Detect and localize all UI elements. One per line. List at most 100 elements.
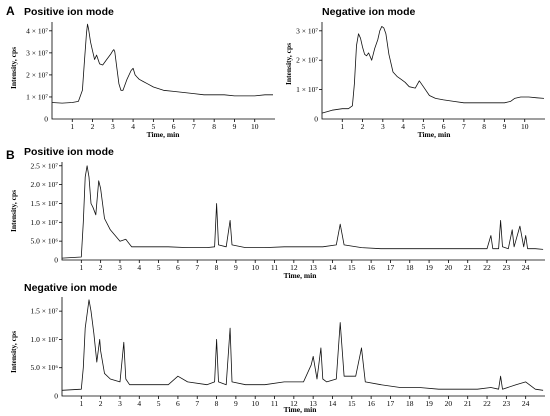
axis-frame [61, 162, 545, 261]
y-tick-label: 2 × 10⁷ [26, 70, 48, 79]
tick-group: 1 2 3 4 5 6 7 8 9 10 0 1 × 10⁷ 2 × 10⁷ 3 × 10⁷ 4 × 10⁷ [26, 26, 259, 131]
x-tick-label: 1 [79, 263, 83, 272]
x-tick-label: 19 [425, 263, 433, 272]
x-tick-label: 3 [118, 263, 122, 272]
y-tick-label: 2.0 × 10⁷ [31, 180, 59, 189]
x-axis-label: Time, min [284, 405, 318, 414]
x-tick-label: 20 [445, 263, 453, 272]
x-tick-label: 5 [157, 263, 161, 272]
x-tick-label: 12 [290, 399, 298, 408]
x-tick-label: 10 [251, 263, 259, 272]
x-tick-label: 10 [521, 122, 529, 131]
x-tick-label: 21 [464, 263, 472, 272]
y-tick-label: 1 × 10⁷ [296, 85, 318, 94]
y-tick-label: 4 × 10⁷ [26, 26, 48, 35]
x-tick-label: 17 [387, 399, 395, 408]
data-trace [321, 26, 545, 114]
x-tick-label: 7 [462, 122, 466, 131]
x-axis-label: Time, min [147, 130, 181, 139]
x-tick-label: 5 [157, 399, 161, 408]
axis-frame [321, 22, 545, 120]
y-tick-label: 2.5 × 10⁷ [31, 161, 59, 170]
x-tick-label: 18 [406, 263, 414, 272]
x-tick-label: 3 [118, 399, 122, 408]
x-tick-label: 16 [367, 399, 375, 408]
x-tick-label: 15 [348, 263, 356, 272]
axis-frame [61, 297, 545, 397]
x-tick-label: 1 [70, 122, 74, 131]
x-tick-label: 6 [172, 122, 176, 131]
x-tick-label: 4 [137, 399, 141, 408]
y-tick-label: 0 [44, 115, 48, 124]
x-tick-label: 6 [442, 122, 446, 131]
x-tick-label: 14 [329, 263, 337, 272]
x-tick-label: 21 [464, 399, 472, 408]
y-tick-label: 1.5 × 10⁷ [31, 307, 59, 316]
y-axis-label: Intensity, cps [9, 331, 18, 373]
x-tick-label: 5 [421, 122, 425, 131]
x-tick-label: 10 [251, 122, 259, 131]
x-tick-label: 22 [483, 263, 491, 272]
y-tick-label: 5.0 × 10⁶ [31, 237, 59, 246]
x-tick-label: 8 [215, 263, 219, 272]
x-tick-label: 7 [192, 122, 196, 131]
y-tick-label: 3 × 10⁷ [296, 26, 318, 35]
x-tick-label: 1 [79, 399, 83, 408]
x-tick-label: 13 [309, 399, 317, 408]
x-tick-label: 8 [482, 122, 486, 131]
x-tick-label: 24 [522, 399, 530, 408]
x-tick-label: 23 [503, 399, 511, 408]
x-tick-label: 12 [290, 263, 298, 272]
x-tick-label: 2 [99, 263, 103, 272]
x-tick-label: 7 [195, 399, 199, 408]
x-tick-label: 9 [234, 263, 238, 272]
x-tick-label: 5 [151, 122, 155, 131]
chart-title: Negative ion mode [24, 282, 118, 294]
x-tick-label: 3 [111, 122, 115, 131]
x-tick-label: 9 [234, 399, 238, 408]
x-tick-label: 2 [99, 399, 103, 408]
chart-title: Positive ion mode [24, 6, 114, 18]
x-tick-label: 9 [233, 122, 237, 131]
x-tick-label: 4 [401, 122, 405, 131]
x-tick-label: 24 [522, 263, 530, 272]
panel-label-a: A [6, 4, 15, 18]
y-tick-label: 2 × 10⁷ [296, 56, 318, 65]
x-tick-label: 16 [367, 263, 375, 272]
x-tick-label: 8 [212, 122, 216, 131]
chart-title: Positive ion mode [24, 146, 114, 158]
tick-group: 1 2 3 4 5 6 7 8 9 10 0 1 × 10⁷ 2 × 10⁷ 3 × 10⁷ [296, 26, 529, 131]
panel-label-b: B [6, 148, 15, 162]
y-tick-label: 0 [314, 115, 318, 124]
x-tick-label: 6 [176, 263, 180, 272]
x-tick-label: 18 [406, 399, 414, 408]
tick-group: 1 2 3 4 5 6 7 8 9 10 11 12 13 14 15 16 17 18 19 20 21 22 23 240… [31, 161, 530, 272]
x-tick-label: 4 [137, 263, 141, 272]
y-tick-label: 1.0 × 10⁷ [31, 335, 59, 344]
chart-title: Negative ion mode [322, 6, 416, 18]
y-axis-label: Intensity, cps [9, 47, 18, 89]
y-tick-label: 1 × 10⁷ [26, 92, 48, 101]
x-tick-label: 4 [131, 122, 135, 131]
data-trace [51, 23, 273, 104]
chart-b-negative: Negative ion mode Intensity, cps Time, m… [9, 282, 545, 414]
chart-b-positive: Positive ion mode Intensity, cps Time, m… [9, 146, 545, 280]
y-tick-label: 1.5 × 10⁷ [31, 199, 59, 208]
x-tick-label: 14 [329, 399, 337, 408]
x-tick-label: 20 [445, 399, 453, 408]
y-axis-label: Intensity, cps [284, 43, 293, 85]
y-axis-label: Intensity, cps [9, 190, 18, 232]
x-axis-label: Time, min [418, 130, 452, 139]
y-tick-label: 1.0 × 10⁷ [31, 218, 59, 227]
x-tick-label: 11 [271, 399, 278, 408]
x-tick-label: 13 [309, 263, 317, 272]
y-tick-label: 3 × 10⁷ [26, 48, 48, 57]
x-tick-label: 9 [503, 122, 507, 131]
y-tick-label: 5.0 × 10⁶ [31, 363, 59, 372]
x-tick-label: 10 [251, 399, 259, 408]
x-tick-label: 2 [361, 122, 365, 131]
x-tick-label: 7 [195, 263, 199, 272]
data-trace [61, 299, 544, 391]
x-tick-label: 6 [176, 399, 180, 408]
